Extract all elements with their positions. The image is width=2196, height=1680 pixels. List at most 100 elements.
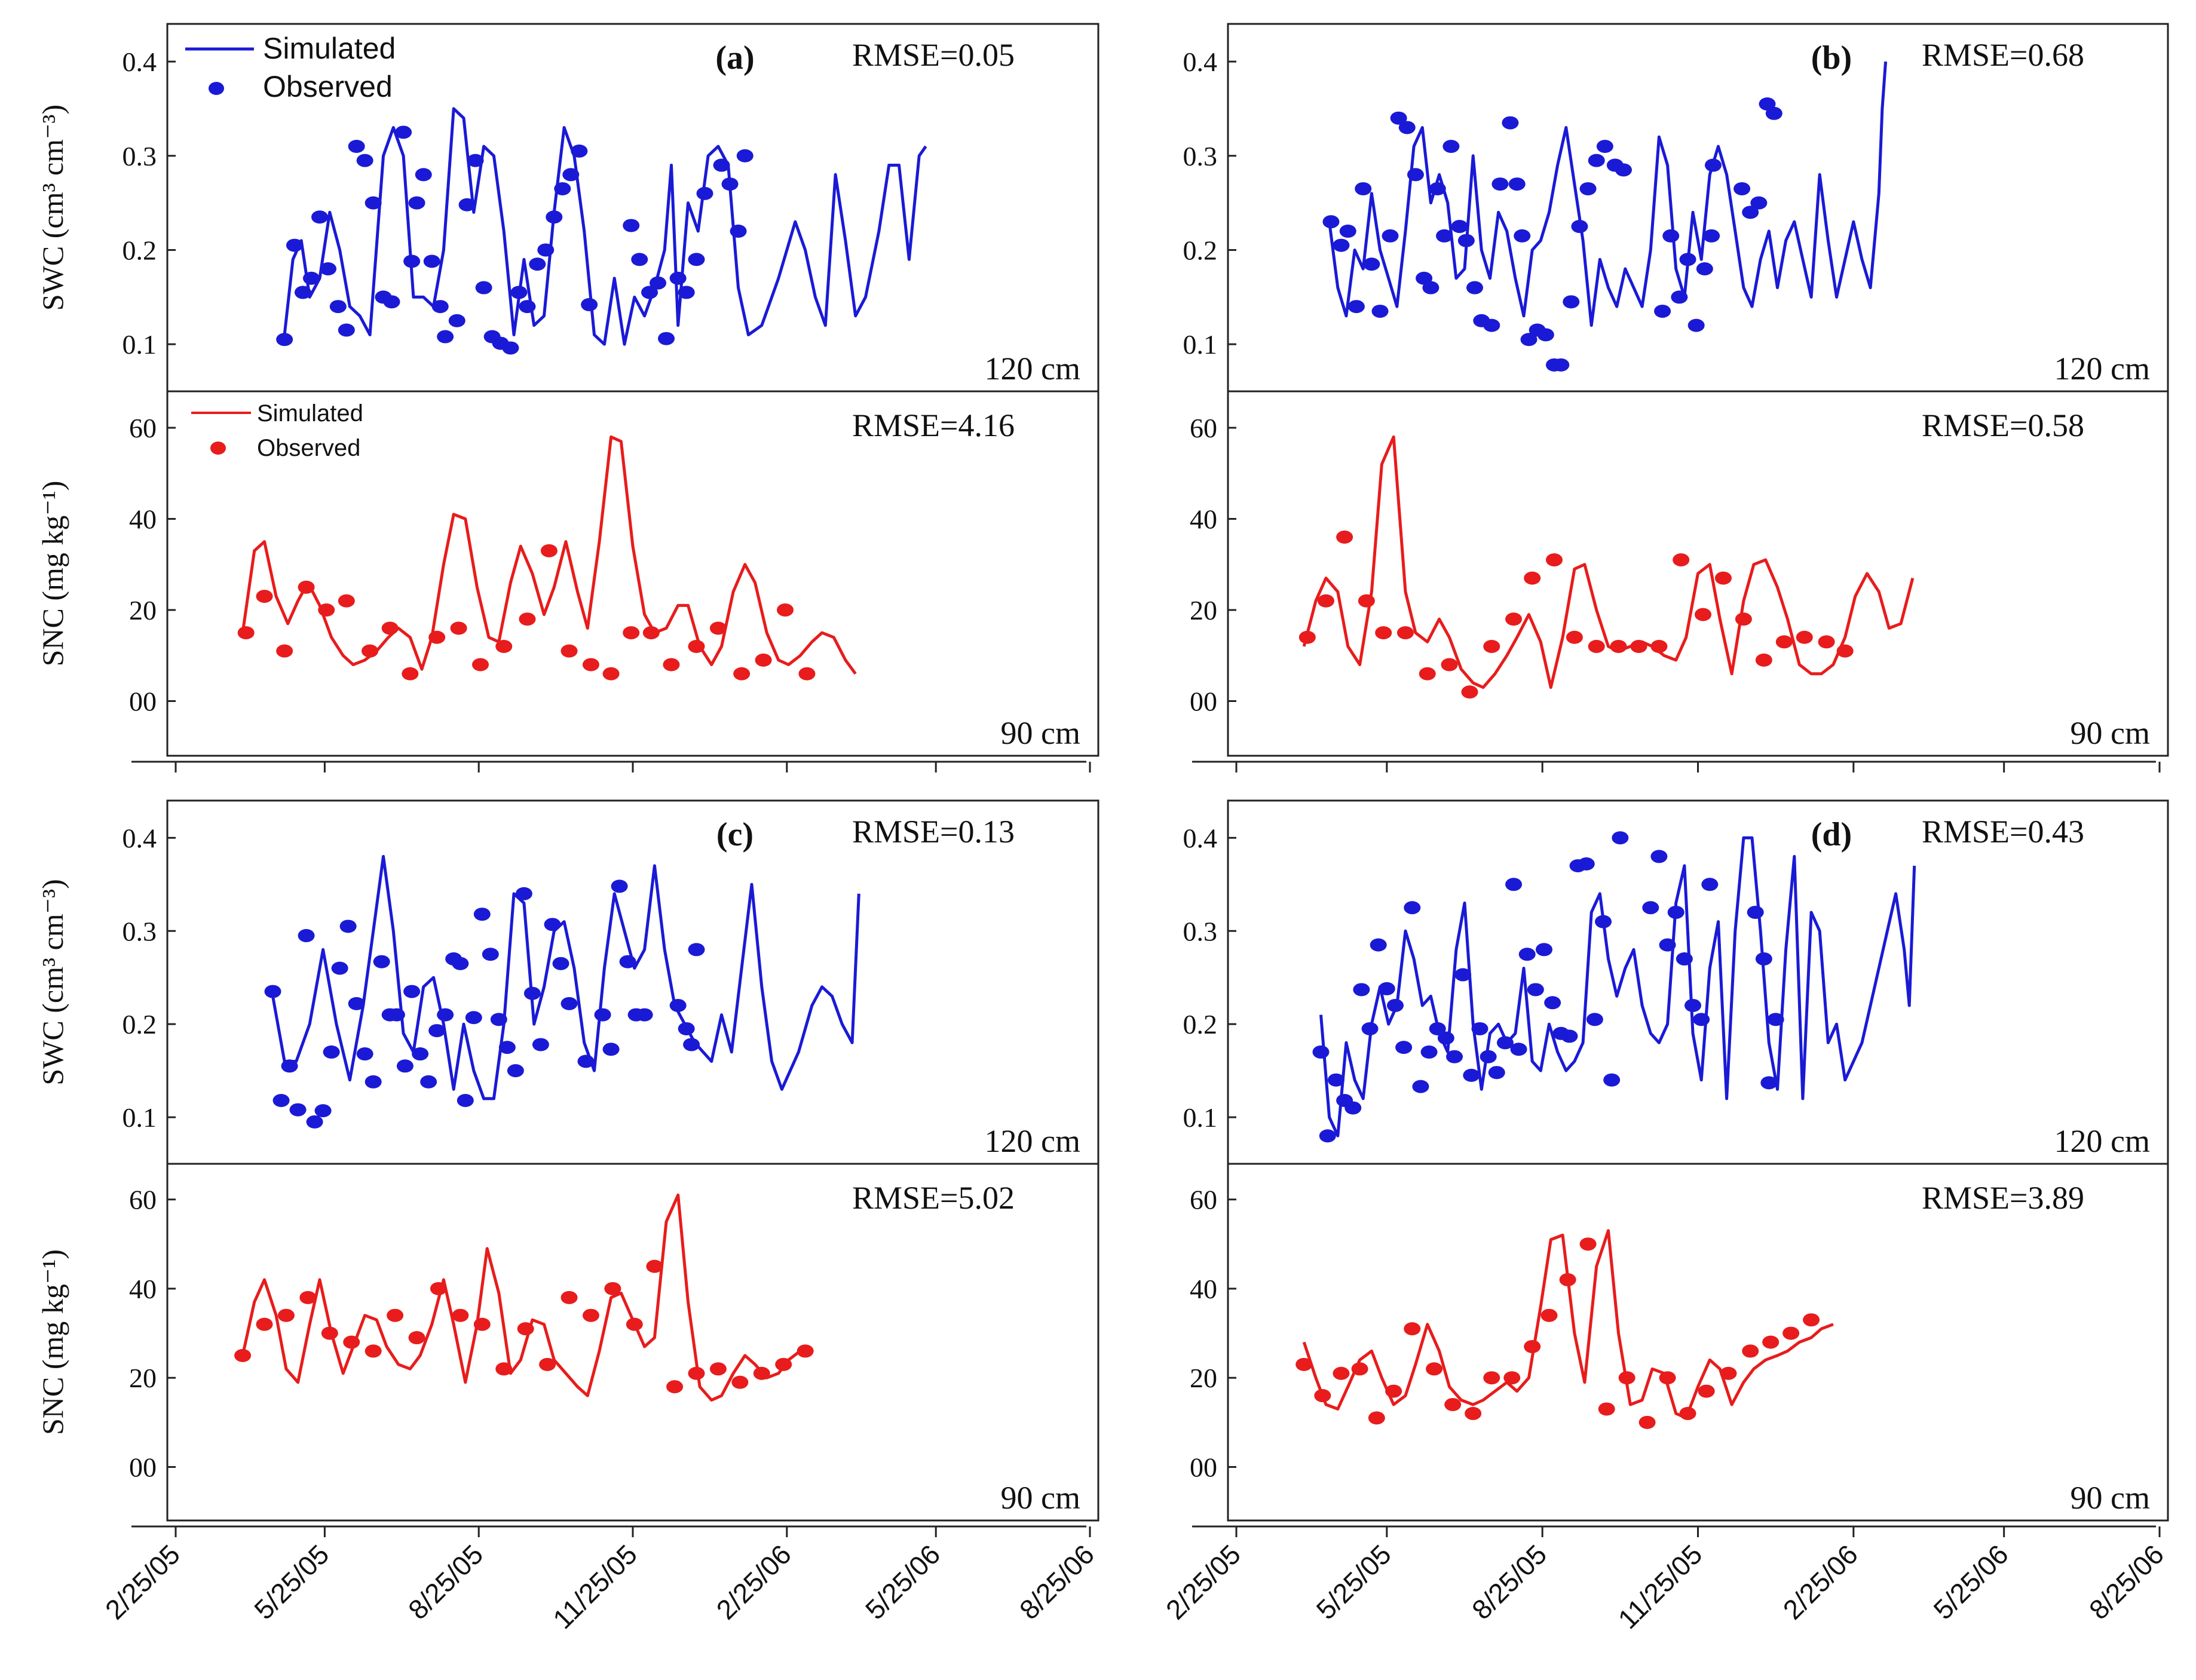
observed-point: [1385, 1384, 1402, 1398]
y-axis-label: SWC (cm³ cm⁻³): [36, 879, 69, 1085]
observed-point: [467, 154, 484, 167]
x-tick-label: 11/25/05: [547, 1538, 643, 1635]
y-tick-label: 40: [129, 1274, 157, 1304]
x-tick-label: 2/25/05: [1160, 1538, 1246, 1625]
observed-point: [1363, 257, 1380, 271]
observed-point: [1714, 571, 1732, 585]
observed-point: [1694, 608, 1711, 621]
observed-point: [1671, 290, 1688, 304]
rmse-label: RMSE=0.05: [852, 37, 1015, 73]
observed-point: [1505, 878, 1523, 891]
observed-point: [472, 658, 489, 672]
observed-point: [1375, 626, 1392, 640]
simulated-series-line: [283, 107, 927, 346]
observed-point: [507, 1064, 524, 1078]
x-tick-label: 5/25/05: [1310, 1538, 1397, 1625]
y-tick-label: 0.1: [1183, 1102, 1218, 1133]
observed-point: [1319, 1129, 1336, 1143]
y-tick-label: 40: [1190, 1274, 1217, 1304]
observed-point: [396, 1059, 414, 1073]
observed-point: [1836, 644, 1854, 658]
observed-point: [1760, 1076, 1778, 1090]
observed-point: [314, 1104, 332, 1118]
simulated-series-line: [1302, 1229, 1834, 1420]
observed-point: [1441, 658, 1458, 672]
observed-point: [1480, 1050, 1497, 1063]
observed-point: [1537, 328, 1554, 342]
observed-point: [383, 295, 400, 309]
observed-point: [1578, 857, 1595, 871]
x-tick-label: 5/25/05: [248, 1538, 335, 1625]
observed-point: [1368, 1411, 1385, 1425]
observed-point: [1596, 140, 1613, 153]
observed-point: [412, 1047, 429, 1061]
observed-point: [510, 286, 528, 299]
observed-point: [713, 158, 730, 172]
observed-point: [515, 887, 532, 900]
observed-point: [1355, 182, 1372, 195]
observed-point: [1483, 640, 1500, 653]
observed-point: [1496, 1036, 1514, 1050]
observed-point: [329, 300, 347, 314]
panel-frame: [166, 1163, 1099, 1522]
observed-point: [1412, 1080, 1429, 1093]
observed-point: [356, 154, 373, 167]
y-tick-label: 0.2: [122, 235, 157, 265]
observed-point: [532, 1038, 549, 1051]
observed-point: [403, 255, 421, 268]
y-tick-label: 0.2: [1183, 235, 1218, 265]
observed-point: [1295, 1357, 1313, 1371]
y-tick-label: 60: [1190, 1185, 1217, 1215]
rmse-label: RMSE=0.58: [1922, 407, 2084, 443]
observed-point: [1767, 1013, 1784, 1026]
observed-point: [1588, 640, 1605, 653]
observed-point: [1703, 229, 1720, 243]
observed-point: [1398, 121, 1416, 134]
observed-point: [465, 1011, 482, 1025]
observed-point: [669, 271, 687, 285]
observed-point: [458, 198, 476, 211]
y-tick-label: 0.3: [122, 141, 157, 171]
observed-point: [1514, 229, 1531, 243]
observed-point: [730, 224, 747, 238]
observed-point: [582, 658, 599, 672]
observed-point: [473, 908, 491, 921]
panel-d-swc: 0.1 0.2 0.3 0.4 RMSE=0.43 120 cm (d): [1183, 799, 2169, 1165]
observed-point: [452, 957, 469, 970]
observed-point: [1782, 1326, 1800, 1340]
observed-point: [561, 997, 578, 1010]
observed-point: [1420, 1045, 1438, 1059]
x-axis: [1192, 761, 2161, 772]
observed-point: [430, 1282, 447, 1295]
observed-point: [1552, 358, 1570, 372]
observed-point: [561, 1290, 578, 1304]
observed-point: [1642, 901, 1659, 915]
observed-point: [540, 544, 558, 557]
observed-point: [554, 182, 571, 195]
observed-point: [1524, 571, 1541, 585]
panel-frame: [1227, 799, 2169, 1165]
panel-letter: (b): [1811, 39, 1852, 76]
observed-point: [1659, 1371, 1676, 1385]
y-tick-label: 0.4: [122, 823, 157, 853]
observed-point: [1371, 304, 1389, 318]
y-axis-label: SNC (mg kg⁻¹): [36, 1249, 69, 1435]
y-tick-label: 0.1: [1183, 329, 1218, 360]
observed-point: [1442, 140, 1460, 153]
observed-point: [1524, 1339, 1541, 1353]
depth-label: 120 cm: [2054, 1123, 2150, 1159]
observed-point: [571, 144, 588, 158]
observed-point: [1673, 553, 1690, 567]
panel-letter: (a): [715, 39, 754, 76]
observed-point: [1344, 1101, 1362, 1115]
observed-point: [1396, 626, 1414, 640]
y-tick-label: 0.1: [122, 1102, 157, 1133]
observed-point: [1586, 1013, 1603, 1026]
observed-point: [1463, 1068, 1480, 1082]
x-tick-label: 2/25/05: [99, 1538, 186, 1625]
observed-point: [1750, 196, 1768, 210]
observed-point: [320, 262, 336, 275]
observed-point: [1687, 318, 1705, 332]
observed-point: [1426, 1362, 1443, 1376]
observed-point: [1407, 168, 1424, 182]
